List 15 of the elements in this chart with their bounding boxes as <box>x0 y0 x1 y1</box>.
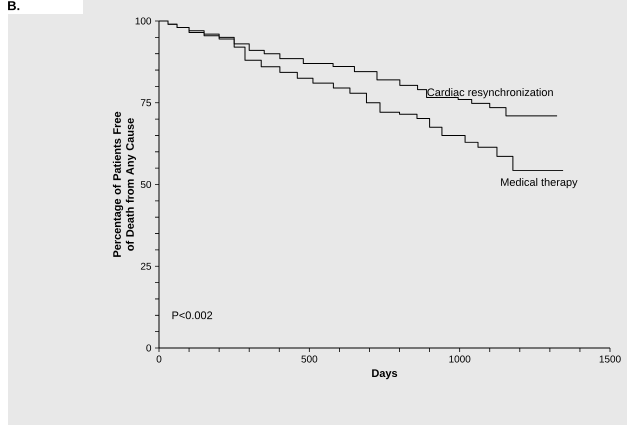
y-axis-title: Percentage of Patients Free of Death from Any Cause <box>112 112 136 257</box>
y-tick-label: 50 <box>140 180 152 188</box>
y-tick-label: 75 <box>140 99 152 106</box>
series-label: Cardiac resynchronization <box>427 88 553 98</box>
text: B. <box>8 1 20 10</box>
x-tick-label: 0 <box>156 356 162 363</box>
annotation: P<0.002 <box>172 311 212 320</box>
x-tick-label: 500 <box>301 356 318 363</box>
y-tick-label: 0 <box>146 344 152 352</box>
x-tick-label: 1000 <box>449 356 470 363</box>
y-tick-label: 100 <box>136 17 152 25</box>
y-tick-label: 25 <box>140 262 152 270</box>
x-axis-title: Days <box>372 369 398 380</box>
series-label: Medical therapy <box>501 178 578 188</box>
x-tick-label: 1500 <box>600 356 621 363</box>
